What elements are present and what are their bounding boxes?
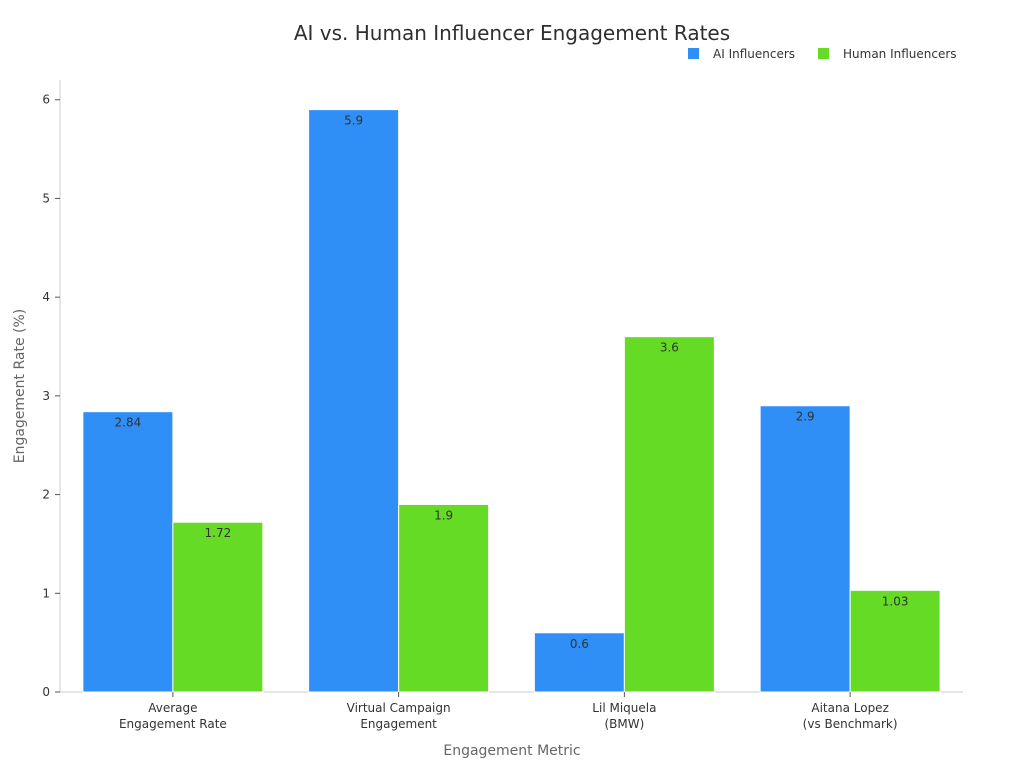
x-tick-label-line: Aitana Lopez [811,701,889,715]
y-tick-label: 4 [42,290,50,304]
x-tick-label-line: Virtual Campaign [347,701,451,715]
y-tick-label: 1 [42,586,50,600]
x-axis-title: Engagement Metric [443,743,580,759]
data-label: 1.72 [205,526,232,540]
y-tick-label: 6 [42,93,50,107]
bar [759,405,851,693]
x-tick-label: Virtual Campaign Engagement [347,701,451,731]
x-tick-label-line: Engagement Rate [119,717,227,731]
x-tick-label-line: (BMW) [604,717,644,731]
x-tick-label-line: Engagement [360,717,437,731]
chart-title: AI vs. Human Influencer Engagement Rates [294,21,730,45]
bar [533,632,625,693]
y-axis-title: Engagement Rate (%) [12,309,28,464]
x-tick-label-line: Average [148,701,197,715]
legend-swatch [688,48,699,59]
data-label: 0.6 [570,637,589,651]
bar [308,109,400,693]
y-tick-label: 2 [42,488,50,502]
y-tick-label: 5 [42,191,50,205]
legend-label: Human Influencers [843,47,957,61]
legend: AI Influencers Human Influencers [688,47,957,61]
x-tick-label: Lil Miquela (BMW) [592,701,656,731]
data-label: 1.03 [882,594,909,608]
x-tick-label: Average Engagement Rate [119,701,227,731]
x-tick-label-line: Lil Miquela [592,701,656,715]
bar [82,411,174,693]
data-label: 3.6 [660,341,679,355]
data-label: 1.9 [434,508,453,522]
data-label: 2.9 [796,410,815,424]
data-label: 2.84 [115,416,142,430]
legend-swatch [818,48,829,59]
bar [849,589,941,693]
y-tick-label: 0 [42,685,50,699]
y-tick-label: 3 [42,389,50,403]
data-label: 5.9 [344,114,363,128]
plot-area: 0 1 2 3 4 5 6 2.84 1.72 Average Engagement Rate 5.9… [42,80,963,731]
bar [172,521,264,693]
legend-label: AI Influencers [713,47,795,61]
bar [623,336,715,693]
x-tick-label: Aitana Lopez (vs Benchmark) [803,701,898,731]
bar [398,503,490,693]
x-tick-label-line: (vs Benchmark) [803,717,898,731]
